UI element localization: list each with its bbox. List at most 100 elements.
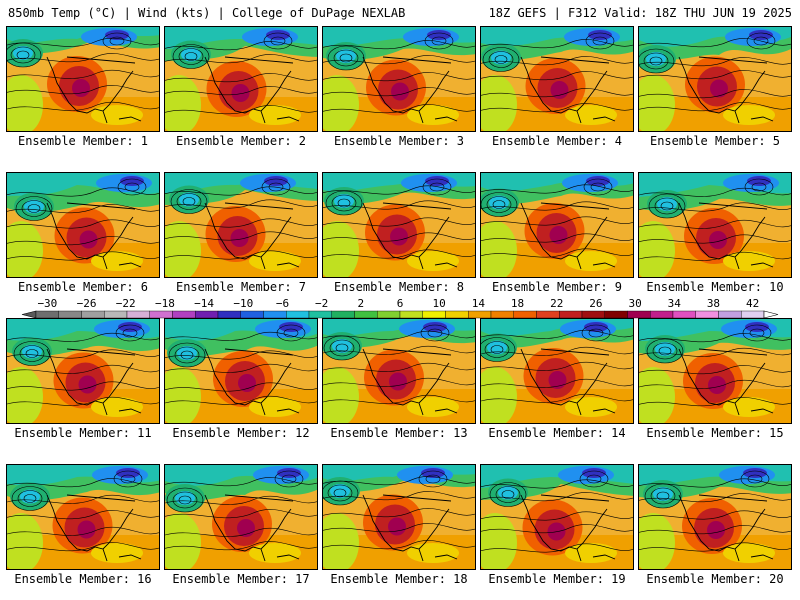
colorbar-swatch <box>559 310 583 319</box>
ensemble-member-label: Ensemble Member: 11 <box>14 426 152 440</box>
ensemble-map-panel <box>164 318 318 424</box>
colorbar-swatch <box>490 310 514 319</box>
ensemble-member-label: Ensemble Member: 2 <box>175 134 307 148</box>
colorbar-tick-label: −10 <box>233 297 253 310</box>
colorbar-tick-label: 2 <box>358 297 365 310</box>
colorbar-swatch <box>308 310 332 319</box>
coastline <box>204 202 300 270</box>
temperature-map <box>323 173 475 277</box>
colorbar-swatch <box>354 310 378 319</box>
colorbar-swatch <box>195 310 219 319</box>
ensemble-map-panel <box>322 172 476 278</box>
coastline <box>362 348 458 416</box>
ensemble-map-panel <box>6 318 160 424</box>
temperature-map <box>481 319 633 423</box>
ensemble-member-label: Ensemble Member: 12 <box>172 426 310 440</box>
ensemble-map-panel <box>638 172 792 278</box>
ensemble-member-label: Ensemble Member: 14 <box>488 426 626 440</box>
colorbar-tick-label: 42 <box>746 297 759 310</box>
ensemble-member-label: Ensemble Member: 16 <box>14 572 152 586</box>
ensemble-map-panel <box>322 26 476 132</box>
colorbar-swatch <box>650 310 674 319</box>
coastline <box>678 202 774 270</box>
ensemble-map-panel <box>6 172 160 278</box>
ensemble-map-panel <box>322 318 476 424</box>
colorbar-swatch <box>604 310 628 319</box>
temperature-map <box>7 319 159 423</box>
ensemble-map-panel <box>638 26 792 132</box>
colorbar-swatch <box>422 310 446 319</box>
colorbar-swatch <box>718 310 742 319</box>
ensemble-member-label: Ensemble Member: 1 <box>17 134 149 148</box>
colorbar-tick-label: −26 <box>77 297 97 310</box>
colorbar-swatch <box>149 310 173 319</box>
ensemble-map-panel <box>480 26 634 132</box>
ensemble-member-label: Ensemble Member: 18 <box>330 572 468 586</box>
coastline <box>678 56 774 124</box>
colorbar-swatch <box>672 310 696 319</box>
colorbar-swatch <box>536 310 560 319</box>
ensemble-member-label: Ensemble Member: 6 <box>17 280 149 294</box>
colorbar-right-arrow <box>763 310 779 319</box>
colorbar-tick-label: 6 <box>397 297 404 310</box>
temperature-map <box>481 173 633 277</box>
ensemble-member-label: Ensemble Member: 5 <box>649 134 781 148</box>
temperature-map <box>165 319 317 423</box>
coastline <box>520 494 616 562</box>
ensemble-member-label: Ensemble Member: 7 <box>175 280 307 294</box>
temperature-map <box>323 465 475 569</box>
colorbar-tick-label: −22 <box>116 297 136 310</box>
coastline <box>204 56 300 124</box>
coastline <box>46 202 142 270</box>
coastline <box>520 56 616 124</box>
ensemble-map-panel <box>164 172 318 278</box>
ensemble-map-panel <box>322 464 476 570</box>
colorbar-tick-label: −18 <box>155 297 175 310</box>
temperature-map <box>7 173 159 277</box>
ensemble-map-panel <box>638 464 792 570</box>
colorbar-swatch <box>35 310 59 319</box>
colorbar-swatch <box>581 310 605 319</box>
colorbar-tick-label: 10 <box>433 297 446 310</box>
colorbar-swatch <box>445 310 469 319</box>
ensemble-map-panel <box>480 318 634 424</box>
coastline <box>362 494 458 562</box>
ensemble-member-label: Ensemble Member: 8 <box>333 280 465 294</box>
ensemble-member-label: Ensemble Member: 9 <box>491 280 623 294</box>
colorbar-tick-label: 26 <box>589 297 602 310</box>
ensemble-map-panel <box>6 26 160 132</box>
colorbar-tick-label: 14 <box>472 297 486 310</box>
colorbar-swatch <box>331 310 355 319</box>
coastline <box>678 494 774 562</box>
ensemble-map-panel <box>164 26 318 132</box>
colorbar-swatch <box>468 310 492 319</box>
coastline <box>520 348 616 416</box>
colorbar-swatch <box>741 310 765 319</box>
coastline <box>678 348 774 416</box>
temperature-map <box>165 465 317 569</box>
ensemble-map-panel <box>480 172 634 278</box>
colorbar-swatch <box>263 310 287 319</box>
ensemble-member-label: Ensemble Member: 15 <box>646 426 784 440</box>
map-title: 850mb Temp (°C) | Wind (kts) | College o… <box>8 6 406 20</box>
colorbar-swatch <box>286 310 310 319</box>
colorbar-tick-label: 22 <box>550 297 563 310</box>
temperature-map <box>639 319 791 423</box>
ensemble-map-panel <box>6 464 160 570</box>
colorbar-swatch <box>104 310 128 319</box>
temperature-colorbar: −30 −26 −22 −18 −14 −10 −6 −2 2 6 10 14 18 22 26 30 34 38… <box>21 297 779 319</box>
colorbar-swatch <box>81 310 105 319</box>
coastline <box>46 348 142 416</box>
colorbar-swatch <box>399 310 423 319</box>
ensemble-member-label: Ensemble Member: 13 <box>330 426 468 440</box>
coastline <box>520 202 616 270</box>
temperature-map <box>323 319 475 423</box>
temperature-map <box>165 173 317 277</box>
colorbar-tick-label: −30 <box>37 297 57 310</box>
ensemble-map-panel <box>480 464 634 570</box>
ensemble-member-label: Ensemble Member: 20 <box>646 572 784 586</box>
ensemble-member-label: Ensemble Member: 10 <box>646 280 784 294</box>
colorbar-swatch <box>58 310 82 319</box>
colorbar-swatch <box>695 310 719 319</box>
temperature-map <box>7 465 159 569</box>
